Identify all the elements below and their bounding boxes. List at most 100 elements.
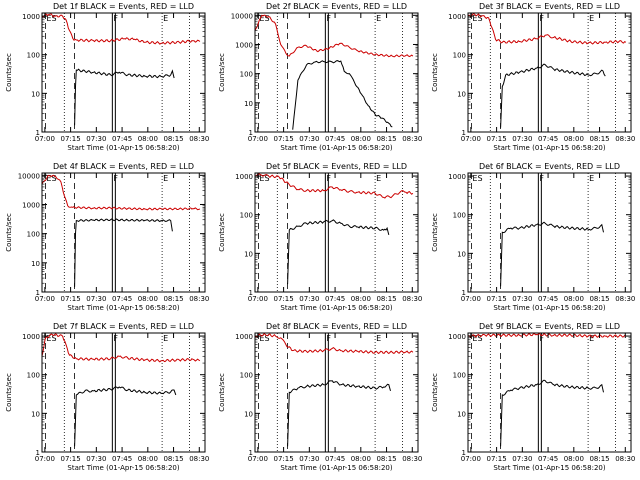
y-tick-label: 10000 [231,12,253,20]
x-tick-label: 07:45 [325,295,345,303]
y-tick-label: 1 [36,289,40,297]
x-tick-label: 07:30 [299,135,319,143]
x-tick-label: 07:30 [299,295,319,303]
y-axis-label: Counts/sec [218,373,226,412]
x-tick-label: 08:30 [402,455,422,463]
y-tick-label: 1000 [22,201,40,209]
x-tick-label: 07:00 [35,295,55,303]
marker-label-1: ES [46,174,56,183]
y-tick-label: 100 [453,52,466,60]
marker-label-1: ES [259,14,269,23]
y-axis-label: Counts/sec [5,53,13,92]
events-series-line [500,221,604,287]
y-axis-label: Counts/sec [431,373,439,412]
x-tick-label: 08:15 [589,455,609,463]
events-series-line [500,379,604,447]
detector-panel-6: Det 6f BLACK = Events, RED = LLD ES F E 1 10 1… [426,160,639,320]
x-tick-label: 08:30 [615,295,635,303]
y-axis-label: Counts/sec [218,213,226,252]
x-tick-label: 07:45 [112,295,132,303]
chart-svg-6: Det 6f BLACK = Events, RED = LLD ES F E 1 10 1… [431,162,635,312]
plot-frame [41,12,206,133]
x-tick-label: 07:45 [112,455,132,463]
plot-frame [467,12,632,133]
events-series-line [74,386,177,447]
x-tick-label: 08:00 [564,135,584,143]
plot-frame [254,172,419,293]
marker-label-5: E [163,174,168,183]
x-tick-label: 07:15 [487,295,507,303]
x-tick-label: 07:45 [538,295,558,303]
x-axis-label: Start Time (01-Apr-15 06:58:20) [280,144,392,152]
y-tick-label: 100 [453,372,466,380]
lld-series-line [41,174,201,211]
marker-label-5: E [589,174,594,183]
chart-svg-3: Det 3f BLACK = Events, RED = LLD ES F E 1 10 1… [431,2,635,152]
y-tick-label: 10 [244,100,253,108]
x-axis-label: Start Time (01-Apr-15 06:58:20) [280,304,392,312]
x-tick-label: 07:15 [274,455,294,463]
x-tick-label: 07:15 [487,135,507,143]
marker-label-1: ES [259,174,269,183]
x-tick-label: 08:15 [163,455,183,463]
y-tick-label: 100 [453,212,466,220]
detector-panel-7: Det 7f BLACK = Events, RED = LLD ES F E 1 10 1… [0,320,213,480]
chart-title: Det 9f BLACK = Events, RED = LLD [479,322,620,331]
x-tick-label: 08:00 [351,295,371,303]
marker-label-4: F [326,334,331,343]
y-tick-label: 100 [27,231,40,239]
x-tick-label: 07:30 [86,295,106,303]
y-tick-label: 1 [462,449,466,457]
marker-label-5: E [163,14,168,23]
y-tick-label: 10 [31,410,40,418]
marker-label-1: ES [472,14,482,23]
chart-title: Det 3f BLACK = Events, RED = LLD [479,2,620,11]
marker-label-4: F [326,174,331,183]
detector-panel-4: Det 4f BLACK = Events, RED = LLD ES F E 1 10 1… [0,160,213,320]
events-series-line [287,380,391,447]
events-series-line [74,68,175,126]
events-series-line [287,219,390,285]
x-tick-label: 07:45 [112,135,132,143]
y-tick-label: 10 [457,90,466,98]
detector-panel-5: Det 5f BLACK = Events, RED = LLD ES F E 1 10 1… [213,160,426,320]
y-tick-label: 1000 [22,13,40,21]
x-axis-label: Start Time (01-Apr-15 06:58:20) [67,464,179,472]
lld-series-line [467,332,627,338]
x-tick-label: 08:30 [189,135,209,143]
x-tick-label: 07:15 [274,135,294,143]
chart-title: Det 7f BLACK = Events, RED = LLD [53,322,194,331]
x-tick-label: 07:00 [461,295,481,303]
marker-label-1: ES [472,174,482,183]
chart-title: Det 8f BLACK = Events, RED = LLD [266,322,407,331]
x-tick-label: 07:00 [35,135,55,143]
plot-frame [41,172,206,293]
y-axis-label: Counts/sec [5,213,13,252]
marker-label-5: E [589,334,594,343]
y-tick-label: 1000 [235,173,253,181]
marker-label-5: E [163,334,168,343]
chart-title: Det 4f BLACK = Events, RED = LLD [53,162,194,171]
chart-title: Det 1f BLACK = Events, RED = LLD [53,2,194,11]
x-tick-label: 07:45 [325,135,345,143]
x-axis-label: Start Time (01-Apr-15 06:58:20) [67,304,179,312]
chart-title: Det 2f BLACK = Events, RED = LLD [266,2,407,11]
y-tick-label: 10 [244,250,253,258]
x-axis-label: Start Time (01-Apr-15 06:58:20) [493,144,605,152]
plot-frame [254,12,419,133]
x-tick-label: 08:00 [564,455,584,463]
marker-label-1: ES [472,334,482,343]
x-tick-label: 08:30 [615,455,635,463]
x-tick-label: 08:00 [564,295,584,303]
x-tick-label: 07:30 [86,455,106,463]
marker-label-4: F [539,174,544,183]
x-axis-label: Start Time (01-Apr-15 06:58:20) [493,304,605,312]
y-tick-label: 1000 [448,13,466,21]
x-tick-label: 07:30 [512,135,532,143]
y-tick-label: 100 [27,372,40,380]
y-tick-label: 10 [457,410,466,418]
marker-label-5: E [376,174,381,183]
marker-label-4: F [113,174,118,183]
plot-frame [254,332,419,453]
x-tick-label: 08:15 [163,295,183,303]
